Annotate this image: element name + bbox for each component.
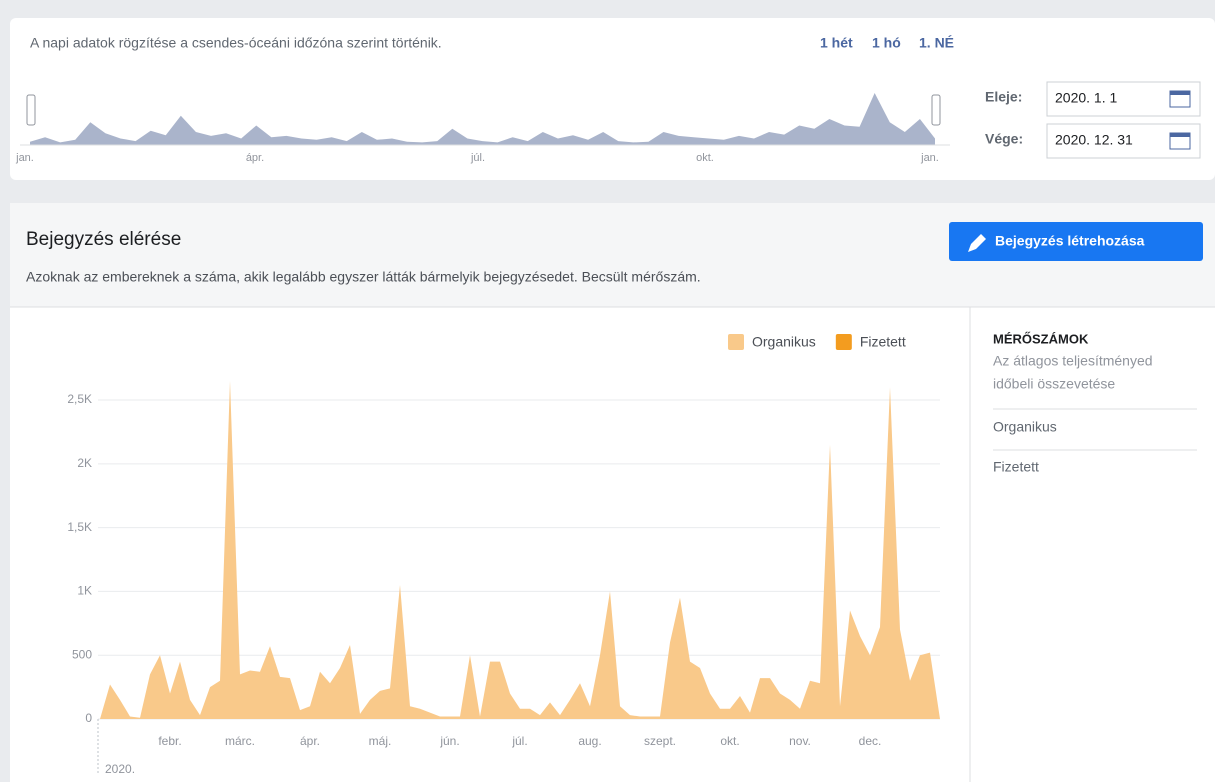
range-link[interactable]: 1 hó bbox=[872, 35, 901, 51]
legend-label: Organikus bbox=[752, 334, 816, 350]
y-tick-label: 1K bbox=[77, 584, 92, 598]
range-link[interactable]: 1 hét bbox=[820, 35, 853, 51]
overview-month: júl. bbox=[470, 152, 485, 164]
x-tick-label: máj. bbox=[369, 734, 392, 748]
legend-swatch bbox=[835, 334, 852, 350]
x-tick-label: ápr. bbox=[300, 734, 320, 748]
legend-swatch bbox=[728, 334, 744, 350]
y-tick-label: 1,5K bbox=[67, 520, 92, 534]
overview-area bbox=[30, 93, 935, 145]
x-tick-label: nov. bbox=[789, 734, 811, 748]
button-label: Bejegyzés létrehozása bbox=[995, 233, 1145, 249]
overview-month: okt. bbox=[696, 152, 714, 164]
x-tick-label: jún. bbox=[439, 734, 459, 748]
calendar-icon-top bbox=[1170, 91, 1190, 95]
end-label: Vége: bbox=[985, 131, 1023, 147]
sidebar-subtitle: időbeli összevetése bbox=[993, 376, 1115, 392]
end-value: 2020. 12. 31 bbox=[1055, 132, 1133, 148]
x-tick-label: márc. bbox=[225, 734, 255, 748]
y-tick-label: 0 bbox=[85, 711, 92, 725]
x-tick-label: febr. bbox=[158, 734, 181, 748]
reach-chart: 0 500 1K 1,5K 2K 2,5K febr. márc. ápr. máj. jún. jú… bbox=[67, 334, 940, 776]
start-value: 2020. 1. 1 bbox=[1055, 90, 1117, 106]
overview-month: jan. bbox=[15, 152, 34, 164]
overview-month: jan. bbox=[920, 152, 939, 164]
calendar-icon-top bbox=[1170, 133, 1190, 137]
range-handle[interactable] bbox=[931, 94, 941, 126]
section-title: Bejegyzés elérése bbox=[26, 229, 181, 250]
x-tick-label: okt. bbox=[720, 734, 739, 748]
y-tick-label: 2K bbox=[77, 456, 92, 470]
note: A napi adatok rögzítése a csendes-óceáni… bbox=[30, 35, 442, 51]
create-post-button[interactable] bbox=[949, 222, 1203, 261]
section-description: Azoknak az embereknek a száma, akik lega… bbox=[26, 269, 701, 285]
year-label: 2020. bbox=[105, 762, 135, 776]
x-tick-label: dec. bbox=[859, 734, 882, 748]
metric-item[interactable]: Fizetett bbox=[993, 459, 1039, 475]
x-tick-label: aug. bbox=[578, 734, 601, 748]
x-tick-label: júl. bbox=[511, 734, 527, 748]
overview-chart: jan. ápr. júl. okt. jan. bbox=[15, 93, 950, 164]
range-link[interactable]: 1. NÉ bbox=[919, 35, 954, 51]
metric-item[interactable]: Organikus bbox=[993, 419, 1057, 435]
y-tick-label: 2,5K bbox=[67, 392, 92, 406]
start-label: Eleje: bbox=[985, 89, 1022, 105]
sidebar-subtitle: Az átlagos teljesítményed bbox=[993, 353, 1153, 369]
y-tick-label: 500 bbox=[72, 647, 92, 661]
sidebar-title: MÉRŐSZÁMOK bbox=[993, 331, 1089, 346]
legend-label: Fizetett bbox=[860, 334, 906, 350]
overview-month: ápr. bbox=[246, 152, 264, 164]
x-tick-label: szept. bbox=[644, 734, 676, 748]
pencil-icon bbox=[968, 234, 986, 252]
range-handle[interactable] bbox=[26, 94, 36, 126]
area bbox=[100, 380, 940, 719]
